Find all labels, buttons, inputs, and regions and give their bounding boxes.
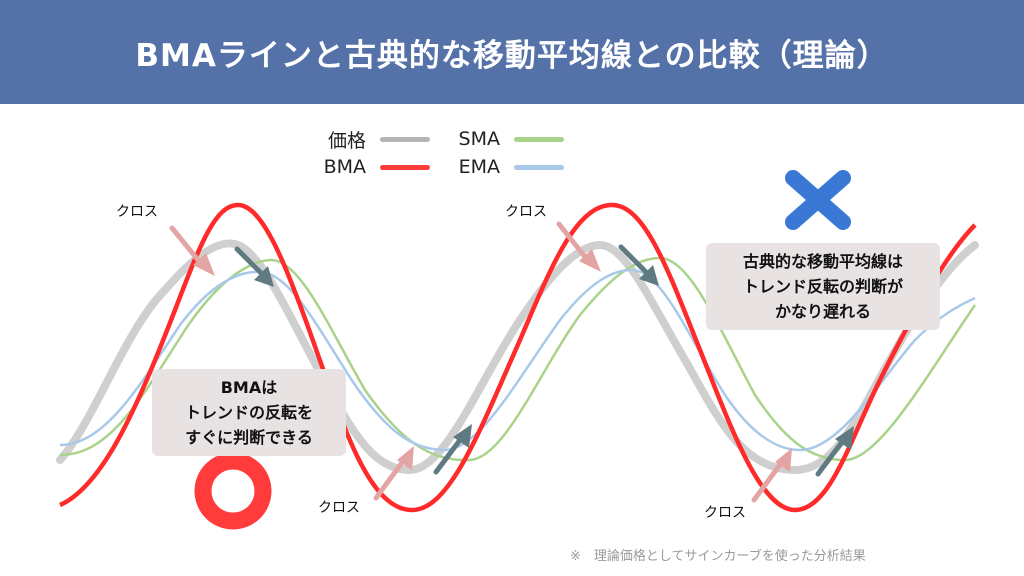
legend-item-bma: BMA bbox=[296, 154, 430, 180]
bma-note-line-2: トレンドの反転を bbox=[184, 403, 313, 422]
ma-note-line-1: 古典的な移動平均線は bbox=[742, 252, 903, 271]
bma-curve bbox=[59, 202, 977, 513]
trend-arrow-trough-2-icon bbox=[815, 426, 854, 477]
legend-label-sma: SMA bbox=[458, 128, 500, 150]
legend-item-sma: SMA bbox=[430, 126, 564, 152]
legend-item-ema: EMA bbox=[430, 154, 564, 180]
cross-label-top-right: クロス bbox=[505, 204, 547, 220]
trend-arrow-trough-1-icon bbox=[433, 424, 472, 475]
cross-label-top-left: クロス bbox=[116, 204, 158, 220]
ema-curve bbox=[59, 268, 976, 452]
bma-note-line-1: BMAは bbox=[220, 378, 278, 397]
cross-label-bottom-left: クロス bbox=[318, 500, 360, 516]
good-mark-circle bbox=[194, 452, 272, 530]
bad-mark-cross-icon bbox=[785, 170, 851, 230]
legend-label-price: 価格 bbox=[327, 129, 366, 152]
page-title: BMAラインと古典的な移動平均線との比較（理論） bbox=[135, 37, 889, 74]
ma-note-line-2: トレンド反転の判断が bbox=[742, 277, 903, 296]
cross-arrow-bottom-left-icon bbox=[373, 446, 414, 501]
cross-arrow-top-right-icon bbox=[556, 221, 601, 272]
legend-swatch-bma bbox=[380, 164, 430, 170]
trend-arrow-peak-2-icon bbox=[618, 244, 659, 286]
legend-label-ema: EMA bbox=[458, 156, 500, 178]
cross-arrow-top-left-icon bbox=[169, 225, 215, 276]
cross-label-bottom-right: クロス bbox=[704, 505, 746, 521]
bma-note-box: BMAは トレンドの反転を すぐに判断できる bbox=[152, 369, 346, 456]
trend-arrow-peak-1-icon bbox=[234, 246, 274, 287]
legend: 価格 SMA BMA EMA bbox=[296, 126, 566, 180]
footnote: ※ 理論価格としてサインカーブを使った分析結果 bbox=[570, 549, 866, 564]
title-banner: BMAラインと古典的な移動平均線との比較（理論） bbox=[0, 0, 1024, 104]
cross-arrow-bottom-right-icon bbox=[751, 448, 792, 503]
legend-item-price: 価格 bbox=[296, 126, 430, 152]
price-curve bbox=[56, 239, 979, 475]
legend-swatch-price bbox=[380, 136, 430, 142]
ma-note-box: 古典的な移動平均線は トレンド反転の判断が かなり遅れる bbox=[706, 243, 940, 330]
legend-swatch-sma bbox=[514, 136, 564, 142]
legend-swatch-ema bbox=[514, 164, 564, 170]
bma-note-line-3: すぐに判断できる bbox=[185, 428, 313, 447]
legend-label-bma: BMA bbox=[323, 156, 366, 178]
ma-note-line-3: かなり遅れる bbox=[774, 302, 871, 321]
